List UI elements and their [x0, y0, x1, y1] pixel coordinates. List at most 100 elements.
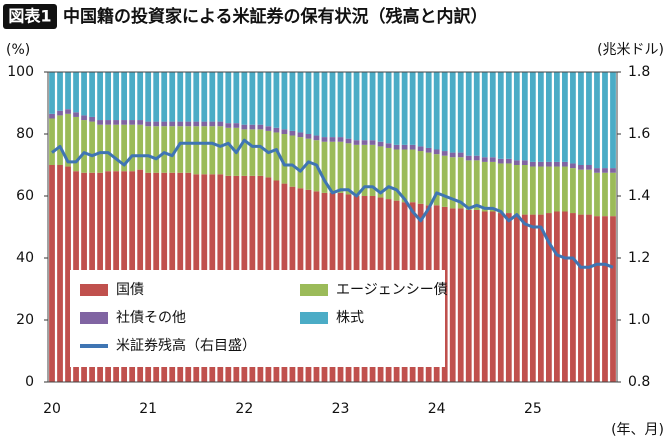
bar-segment: [537, 72, 544, 162]
bar-segment: [201, 72, 208, 122]
bar-segment: [393, 144, 400, 150]
bar-segment: [401, 72, 408, 145]
bar-segment: [241, 124, 248, 130]
bar-segment: [105, 120, 111, 125]
bar-segment: [481, 72, 488, 158]
y-tick-label: 100: [7, 64, 34, 80]
bar-segment: [281, 129, 288, 134]
bar-segment: [570, 213, 576, 382]
bar-segment: [337, 72, 344, 138]
bar-segment: [513, 214, 520, 382]
bar-segment: [329, 137, 336, 142]
bar-segment: [217, 72, 224, 122]
legend-label: 社債その他: [116, 310, 186, 326]
bar-segment: [562, 161, 568, 167]
y2-tick-label: 1.0: [628, 312, 650, 328]
bar-segment: [505, 213, 512, 382]
bar-segment: [417, 72, 424, 147]
bar-segment: [265, 72, 272, 127]
bar-segment: [441, 155, 448, 207]
x-tick-label: 23: [332, 401, 350, 417]
bar-segment: [105, 72, 111, 121]
bar-segment: [305, 72, 312, 134]
bar-segment: [377, 72, 384, 142]
bar-segment: [73, 112, 79, 117]
bar-segment: [513, 165, 520, 215]
bar-segment: [249, 72, 256, 125]
bar-segment: [289, 135, 296, 187]
bar-segment: [153, 121, 160, 127]
bar-segment: [457, 152, 464, 158]
bar-segment: [433, 154, 440, 206]
bar-segment: [570, 72, 576, 164]
bar-segment: [578, 165, 584, 170]
bar-segment: [281, 134, 288, 184]
bar-segment: [521, 214, 528, 382]
bar-segment: [345, 143, 352, 195]
bar-segment: [241, 72, 248, 125]
bar-segment: [505, 158, 512, 164]
bar-segment: [545, 213, 552, 382]
bar-segment: [529, 166, 536, 215]
bar-segment: [321, 141, 328, 193]
bar-segment: [409, 144, 416, 150]
bar-segment: [505, 72, 512, 159]
y-tick-label: 80: [16, 126, 34, 142]
bar-segment: [465, 72, 472, 156]
bar-segment: [497, 72, 504, 159]
bar-segment: [177, 121, 184, 127]
bar-segment: [497, 163, 504, 214]
bar-segment: [185, 72, 192, 122]
bar-segment: [361, 140, 368, 145]
bar-segment: [529, 72, 536, 162]
legend-swatch: [80, 312, 108, 324]
bar-segment: [193, 126, 200, 175]
bar-segment: [449, 208, 456, 382]
bar-segment: [473, 155, 480, 161]
bar-segment: [586, 214, 592, 382]
bar-segment: [602, 168, 608, 173]
y2-tick-label: 1.8: [628, 64, 650, 80]
bar-segment: [385, 72, 392, 144]
bar-segment: [313, 135, 320, 141]
bar-segment: [465, 155, 472, 161]
bar-segment: [457, 72, 464, 153]
bar-segment: [201, 126, 208, 175]
y2-tick-label: 1.6: [628, 126, 650, 142]
bar-segment: [578, 214, 584, 382]
bar-segment: [353, 72, 360, 141]
bar-segment: [225, 72, 232, 124]
bar-segment: [586, 165, 592, 170]
bar-segment: [505, 163, 512, 214]
bar-segment: [129, 124, 136, 172]
bar-segment: [81, 115, 87, 121]
bar-segment: [265, 126, 272, 131]
bar-segment: [489, 161, 496, 212]
bar-segment: [537, 214, 544, 382]
y2-tick-label: 1.2: [628, 250, 650, 266]
bar-segment: [265, 130, 272, 178]
bar-segment: [257, 72, 264, 125]
bar-segment: [425, 72, 432, 148]
bar-segment: [241, 129, 248, 176]
line-series: [51, 138, 614, 269]
bar-segment: [121, 120, 128, 125]
bar-segment: [233, 72, 240, 124]
bar-segment: [602, 172, 608, 217]
bar-segment: [433, 72, 440, 150]
bar-segment: [65, 72, 71, 110]
bar-segment: [97, 120, 103, 125]
bar-segment: [578, 72, 584, 165]
legend-swatch: [300, 284, 328, 296]
bar-segment: [473, 209, 480, 382]
legend-label: 国債: [116, 282, 144, 298]
bar-segment: [297, 137, 304, 189]
y-tick-label: 40: [16, 250, 34, 266]
bar-segment: [545, 161, 552, 167]
bar-segment: [417, 146, 424, 152]
bar-segment: [49, 165, 55, 382]
bar-segment: [145, 72, 152, 122]
bar-segment: [441, 151, 448, 156]
legend-swatch: [80, 284, 108, 296]
bar-segment: [473, 72, 480, 156]
